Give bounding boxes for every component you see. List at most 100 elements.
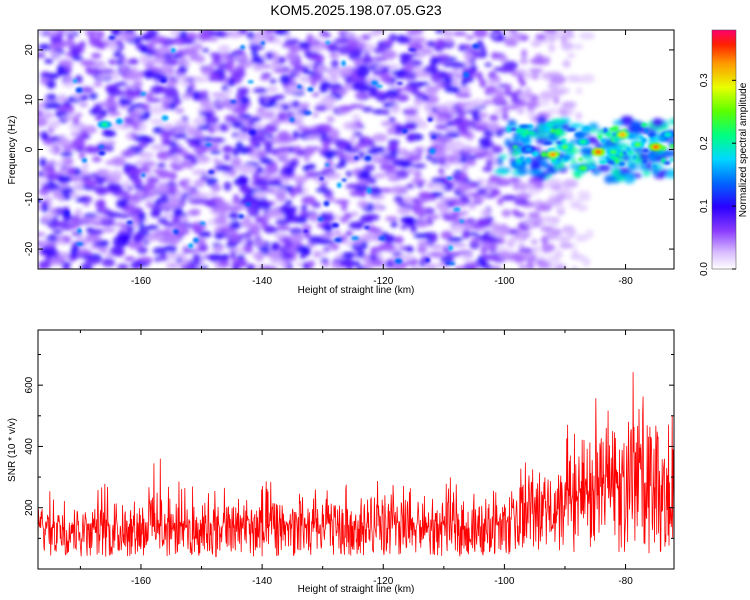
- heatmap-cell: [93, 186, 109, 193]
- heatmap-cell: [301, 204, 308, 212]
- heatmap-cell: [78, 40, 86, 49]
- heatmap-cell: [230, 231, 240, 242]
- heatmap-cell: [383, 234, 396, 244]
- heatmap-cell: [355, 265, 366, 269]
- heatmap-cell: [45, 94, 58, 101]
- heatmap-cell: [87, 67, 102, 76]
- heatmap-cell: [356, 248, 366, 259]
- heatmap-cell: [357, 200, 369, 209]
- heatmap-cell: [175, 108, 185, 114]
- heatmap-cell: [214, 30, 225, 38]
- heatmap-cell: [239, 184, 250, 194]
- heatmap-band-cell: [544, 127, 551, 132]
- heatmap-cell: [83, 179, 99, 187]
- heatmap-cell: [168, 171, 178, 181]
- heatmap-cell: [109, 246, 125, 256]
- heatmap-cell: [570, 122, 584, 128]
- heatmap-cell: [236, 254, 246, 260]
- heatmap-hotspot: [635, 143, 640, 146]
- heatmap-band-cell: [600, 138, 607, 144]
- heatmap-cell: [485, 85, 498, 94]
- heatmap-cell: [106, 96, 116, 103]
- heatmap-cell: [127, 167, 144, 174]
- heatmap-cell: [165, 79, 179, 87]
- heatmap-cell: [523, 232, 532, 237]
- heatmap-band-cell: [615, 159, 620, 164]
- heatmap-cell: [127, 185, 134, 191]
- heatmap-cell: [38, 157, 47, 168]
- heatmap-cell: [91, 228, 104, 236]
- heatmap-cell: [491, 175, 503, 184]
- heatmap-cell: [498, 250, 512, 260]
- heatmap-cell: [75, 112, 83, 117]
- heatmap-cell: [41, 71, 51, 76]
- snr-x-axis-label: Height of straight line (km): [298, 584, 415, 595]
- heatmap-cell: [251, 48, 258, 58]
- heatmap-cell: [390, 185, 407, 195]
- heatmap-cell: [169, 189, 177, 195]
- heatmap-cell: [455, 92, 472, 98]
- heatmap-cell: [146, 30, 156, 38]
- heatmap-cell: [424, 85, 440, 95]
- heatmap-cell: [326, 172, 342, 180]
- heatmap-cell: [463, 197, 471, 205]
- heatmap-spot: [161, 115, 169, 121]
- heatmap-cell: [199, 99, 212, 108]
- heatmap-cell: [417, 240, 431, 248]
- heatmap-band-cell: [631, 126, 642, 130]
- heatmap-cell: [402, 71, 418, 81]
- heatmap-cell: [231, 157, 242, 168]
- heatmap-cell: [660, 150, 674, 158]
- heatmap-cell: [396, 207, 412, 215]
- heatmap-cell: [233, 176, 249, 187]
- heatmap-cell: [521, 252, 534, 259]
- heatmap-cell: [509, 30, 518, 35]
- heatmap-cell: [311, 92, 320, 97]
- heatmap-cell: [209, 150, 222, 155]
- heatmap-cell: [209, 209, 224, 214]
- heatmap-cell: [94, 199, 106, 209]
- heatmap-cell: [410, 88, 420, 95]
- heatmap-spot: [325, 40, 331, 45]
- heatmap-cell: [119, 32, 136, 42]
- heatmap-cell: [548, 42, 556, 53]
- heatmap-band-cell: [603, 127, 608, 133]
- heatmap-cell: [497, 55, 509, 62]
- heatmap-cell: [79, 130, 88, 139]
- heatmap-cell: [474, 125, 487, 131]
- heatmap-cell: [207, 37, 219, 42]
- heatmap-x-tick-label: -160: [131, 276, 151, 287]
- heatmap-cell: [315, 101, 331, 107]
- heatmap-hotspot: [102, 123, 107, 126]
- colorbar-tick-label: 0.2: [699, 136, 710, 150]
- heatmap-x-axis-label: Height of straight line (km): [298, 285, 415, 296]
- heatmap-cell: [516, 192, 532, 199]
- heatmap-cell: [250, 57, 266, 64]
- heatmap-cell: [464, 224, 471, 230]
- heatmap-cell: [47, 175, 55, 181]
- heatmap-cell: [173, 127, 184, 134]
- heatmap-cell: [543, 56, 551, 65]
- snr-series-line: [38, 372, 674, 558]
- heatmap-cell: [361, 106, 373, 112]
- heatmap-cell: [197, 32, 210, 42]
- heatmap-cell: [473, 30, 488, 38]
- heatmap-cell: [339, 144, 347, 150]
- heatmap-cell: [452, 140, 465, 149]
- heatmap-cell: [438, 157, 447, 166]
- heatmap-spot: [351, 236, 359, 241]
- heatmap-cell: [105, 160, 114, 166]
- heatmap-band-cell: [618, 161, 626, 167]
- heatmap-cell: [119, 65, 127, 74]
- heatmap-cell: [378, 242, 395, 252]
- heatmap-cell: [430, 191, 444, 198]
- heatmap-cell: [451, 243, 468, 248]
- heatmap-cell: [452, 31, 467, 36]
- heatmap-cell: [215, 198, 224, 208]
- heatmap-cell: [478, 111, 488, 119]
- heatmap-cell: [292, 130, 300, 139]
- heatmap-cell: [419, 146, 426, 152]
- heatmap-spot: [363, 225, 370, 230]
- heatmap-cell: [232, 55, 246, 61]
- heatmap-cell: [373, 202, 383, 211]
